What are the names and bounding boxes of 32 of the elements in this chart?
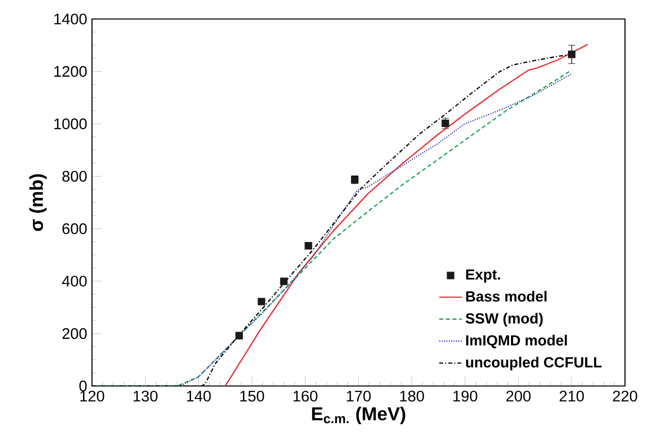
point [280, 278, 288, 286]
x-tick-label: 130 [134, 390, 158, 402]
point [568, 50, 576, 58]
legend-label: uncoupled CCFULL [466, 356, 602, 370]
y-tick-label: 600 [62, 223, 87, 234]
x-tick-label: 190 [453, 390, 478, 402]
x-tick-label: 170 [346, 390, 371, 402]
legend-label: Bass model [466, 290, 546, 302]
y-tick-label: 800 [62, 170, 87, 182]
y-tick-label: 1000 [54, 118, 87, 130]
legend-label: SSW (mod) [466, 312, 543, 326]
x-tick-label: 200 [506, 390, 531, 402]
x-tick-label: 120 [80, 390, 104, 402]
y-tick-label: 400 [62, 276, 87, 287]
y-axis-title: σ (mb) [29, 174, 47, 231]
x-axis-title: E$_{c.m.}$ (MeV) [312, 406, 406, 424]
x-tick-label: 160 [294, 390, 318, 402]
x-tick-label: 220 [612, 390, 638, 402]
point [235, 332, 243, 340]
x-tick-label: 180 [400, 390, 424, 402]
legend-label: ImIQMD model [466, 334, 567, 348]
legend-label: Expt. [466, 269, 500, 283]
y-tick-label: 200 [62, 328, 87, 339]
point [258, 298, 266, 306]
x-tick-label: 150 [240, 390, 264, 402]
x-tick-label: 140 [186, 390, 211, 402]
y-tick-label: 0 [79, 380, 87, 392]
x-tick-label: 210 [560, 390, 584, 402]
point [304, 242, 312, 250]
point [442, 120, 450, 128]
y-tick-label: 1400 [54, 14, 87, 24]
y-tick-label: 1200 [54, 66, 87, 77]
